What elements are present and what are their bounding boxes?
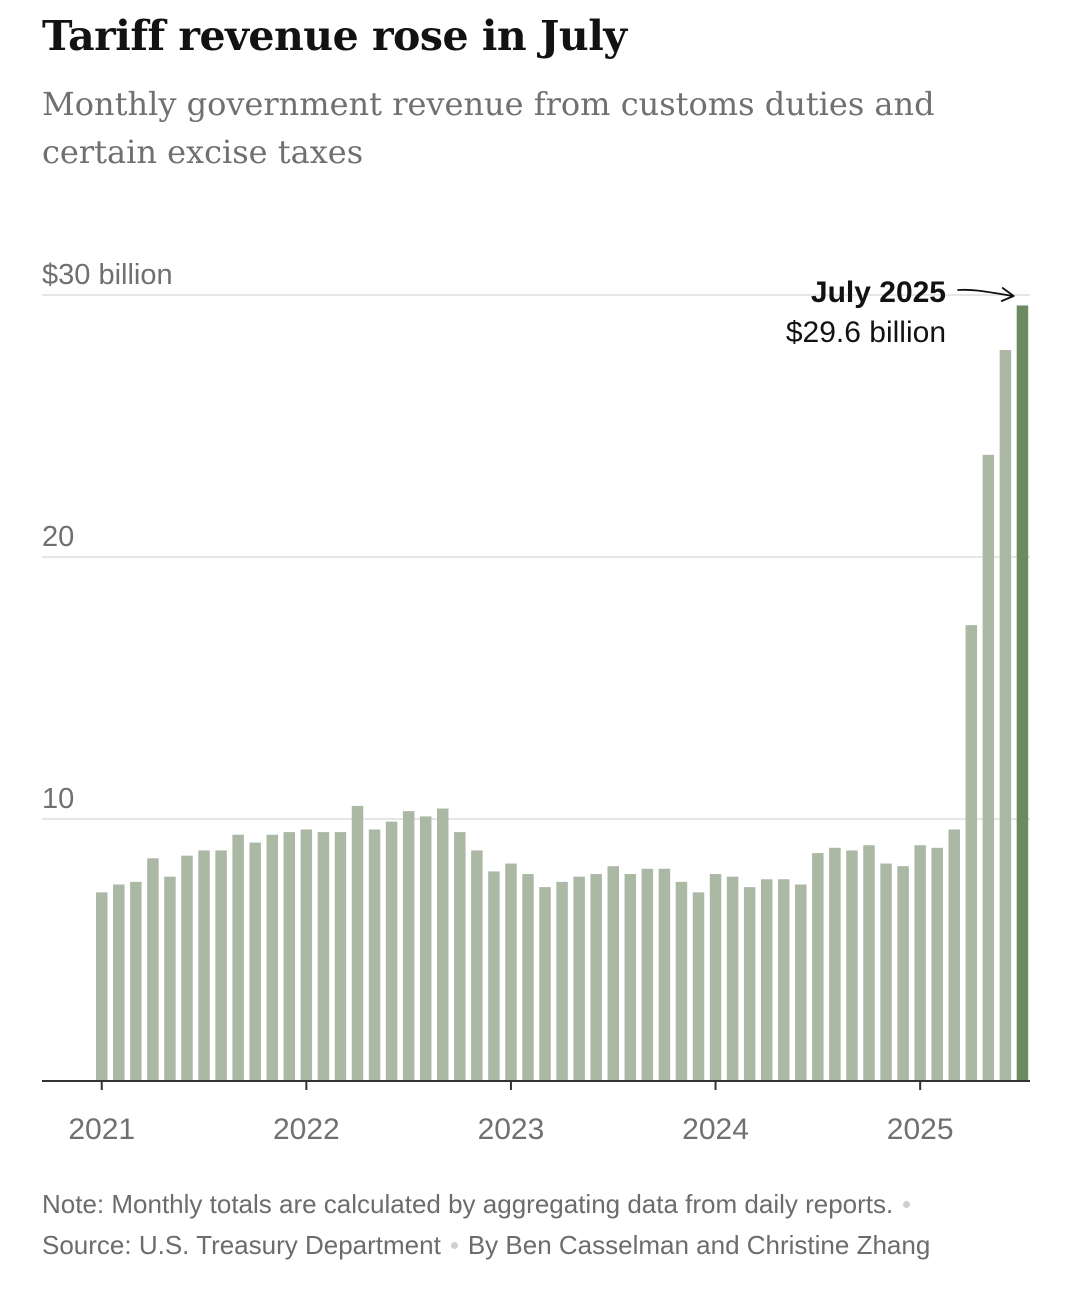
y-tick-label: $30 billion [42, 259, 173, 291]
chart-footnote: Note: Monthly totals are calculated by a… [42, 1184, 1002, 1266]
x-tick-label: 2025 [887, 1113, 954, 1146]
bar [454, 832, 466, 1081]
bar-chart: $30 billion 20 10 2021 2022 2023 2024 2025 July … [42, 259, 1030, 1146]
bar [556, 881, 568, 1081]
bar [624, 874, 637, 1081]
bar [812, 853, 824, 1081]
arrow-icon [957, 287, 1015, 302]
bar [419, 816, 432, 1081]
bar [488, 871, 500, 1081]
separator-dot [903, 1200, 911, 1208]
bar [334, 832, 347, 1081]
byline-text: By Ben Casselman and Christine Zhang [467, 1230, 931, 1260]
bar [402, 811, 415, 1081]
bar-highlight [1016, 305, 1029, 1082]
x-tick-label: 2023 [478, 1113, 545, 1146]
annotation-value: $29.6 billion [786, 316, 946, 349]
bar [846, 850, 858, 1081]
bar [675, 881, 688, 1081]
bar [590, 874, 602, 1081]
bar [573, 876, 585, 1081]
bar [437, 808, 449, 1081]
bar [505, 863, 517, 1081]
chart-title: Tariff revenue rose in July [42, 12, 627, 60]
bar [539, 887, 551, 1081]
bar [249, 842, 261, 1081]
x-tick-label: 2022 [273, 1113, 340, 1146]
y-tick-label: 20 [42, 521, 74, 553]
bar [607, 866, 619, 1081]
bar [726, 876, 739, 1081]
bar [130, 881, 142, 1081]
x-tick-label: 2024 [682, 1113, 749, 1146]
bar [931, 847, 943, 1081]
bar [181, 855, 193, 1081]
bar [300, 829, 313, 1081]
bar [641, 868, 654, 1081]
bar [96, 892, 108, 1081]
bar [232, 834, 244, 1081]
bar [760, 879, 773, 1081]
bar [999, 350, 1012, 1081]
bar [317, 832, 330, 1081]
bar [385, 821, 398, 1081]
bar [795, 884, 807, 1081]
bar [709, 874, 722, 1081]
annotation-label: July 2025 [811, 276, 946, 309]
source-text: Source: U.S. Treasury Department [42, 1230, 441, 1260]
bar [164, 876, 176, 1081]
bar [522, 874, 534, 1081]
separator-dot [450, 1241, 458, 1249]
bar [368, 829, 381, 1081]
y-tick-label: 10 [42, 783, 74, 815]
bar [778, 879, 790, 1081]
bar [948, 829, 960, 1081]
bar [914, 845, 926, 1081]
bar [829, 847, 841, 1081]
bar [283, 832, 296, 1081]
bar [982, 454, 995, 1081]
note-text: Note: Monthly totals are calculated by a… [42, 1189, 894, 1219]
bar [198, 850, 210, 1081]
bar [897, 866, 909, 1081]
bar [471, 850, 483, 1081]
bar [147, 858, 159, 1081]
bar [743, 887, 756, 1081]
bar [880, 863, 892, 1081]
chart-subtitle: Monthly government revenue from customs … [42, 85, 935, 171]
bar [215, 850, 227, 1081]
bar [266, 834, 278, 1081]
bar [113, 884, 125, 1081]
bar [965, 625, 978, 1081]
bar [658, 868, 671, 1081]
bar [351, 805, 364, 1081]
bar [863, 845, 875, 1081]
x-tick-label: 2021 [68, 1113, 135, 1146]
bar [692, 892, 705, 1081]
